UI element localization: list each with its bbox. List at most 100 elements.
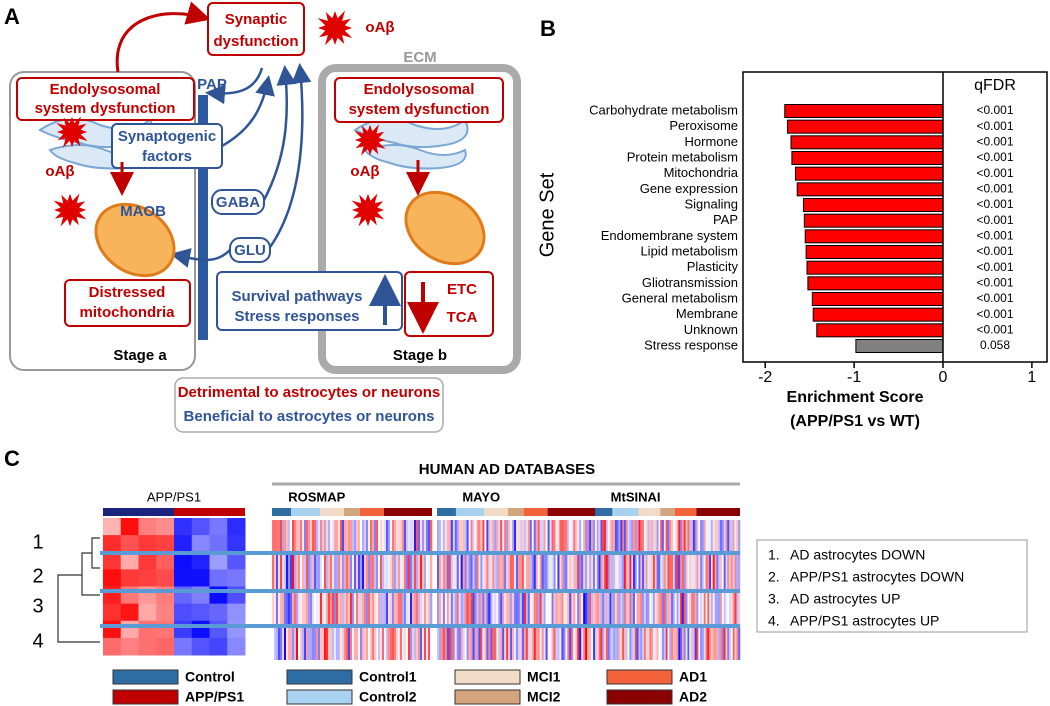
heatmap-stripe bbox=[306, 626, 309, 660]
heatmap-stripe bbox=[480, 520, 483, 553]
heatmap-stripe bbox=[551, 553, 554, 591]
heatmap-stripe bbox=[512, 520, 515, 553]
heatmap-stripe bbox=[454, 520, 458, 553]
heatmap-stripe bbox=[609, 553, 612, 591]
heatmap-stripe bbox=[480, 591, 483, 626]
heatmap-stripe bbox=[721, 520, 724, 553]
heatmap-stripe bbox=[280, 626, 283, 660]
heatmap-stripe bbox=[672, 591, 676, 626]
qfdr-label: 0.058 bbox=[980, 338, 1010, 352]
heatmap-stripe bbox=[312, 626, 315, 660]
group-strip bbox=[455, 508, 485, 516]
heatmap-stripe bbox=[553, 591, 556, 626]
heatmap-stripe bbox=[541, 553, 544, 591]
heatmap-stripe bbox=[418, 553, 421, 591]
heatmap-stripe bbox=[600, 591, 603, 626]
heatmap-cell bbox=[103, 518, 122, 536]
heatmap-stripe bbox=[418, 626, 421, 660]
heatmap-stripe bbox=[555, 626, 558, 660]
heatmap-stripe bbox=[672, 520, 676, 553]
heatmap-stripe bbox=[456, 553, 460, 591]
heatmap-stripe bbox=[312, 591, 315, 626]
heatmap-stripe bbox=[354, 520, 357, 553]
y-tick-label: General metabolism bbox=[622, 290, 738, 305]
heatmap-stripe bbox=[382, 553, 385, 591]
heatmap-stripe bbox=[563, 626, 566, 660]
y-tick-label: Gene expression bbox=[640, 181, 738, 196]
heatmap-stripe bbox=[647, 591, 650, 626]
heatmap-stripe bbox=[356, 520, 359, 553]
heatmap-stripe bbox=[662, 553, 665, 591]
heatmap-stripe bbox=[420, 520, 423, 553]
heatmap-stripe bbox=[687, 626, 690, 660]
heatmap-stripe bbox=[738, 553, 741, 591]
heatmap-stripe bbox=[634, 591, 637, 626]
heatmap-stripe bbox=[364, 626, 367, 660]
heatmap-stripe bbox=[410, 591, 413, 626]
heatmap-stripe bbox=[437, 520, 440, 553]
module-text: AD astrocytes UP bbox=[790, 591, 900, 607]
heatmap-stripe bbox=[523, 553, 527, 591]
heatmap-stripe bbox=[579, 591, 582, 626]
heatmap-cell bbox=[120, 620, 139, 639]
heatmap-stripe bbox=[629, 591, 632, 626]
heatmap-stripe bbox=[696, 626, 699, 660]
heatmap-stripe bbox=[328, 553, 331, 591]
heatmap-stripe bbox=[294, 626, 297, 660]
heatmap-stripe bbox=[422, 591, 425, 626]
heatmap-stripe bbox=[332, 520, 335, 553]
heatmap-stripe bbox=[694, 591, 697, 626]
heatmap-stripe bbox=[282, 553, 285, 591]
heatmap-stripe bbox=[456, 520, 460, 553]
row-label: 3 bbox=[32, 595, 43, 617]
heatmap-stripe bbox=[539, 626, 542, 660]
heatmap-stripe bbox=[730, 553, 734, 591]
heatmap-stripe bbox=[352, 553, 355, 591]
heatmap-stripe bbox=[314, 553, 317, 591]
heatmap-stripe bbox=[406, 553, 409, 591]
heatmap-stripe bbox=[611, 520, 614, 553]
heatmap-stripe bbox=[613, 520, 616, 553]
distressed-text: mitochondria bbox=[79, 304, 175, 321]
heatmap-stripe bbox=[593, 553, 596, 591]
heatmap-stripe bbox=[498, 553, 501, 591]
heatmap-stripe bbox=[567, 553, 570, 591]
heatmap-stripe bbox=[519, 520, 523, 553]
heatmap-stripe bbox=[581, 553, 584, 591]
heatmap-stripe bbox=[310, 520, 313, 553]
group-strip bbox=[508, 508, 524, 516]
oabeta-label: oAβ bbox=[365, 19, 394, 36]
heatmap-stripe bbox=[476, 520, 479, 553]
heatmap-stripe bbox=[370, 591, 373, 626]
heatmap-stripe bbox=[622, 520, 625, 553]
qfdr-label: <0.001 bbox=[976, 197, 1013, 211]
heatmap-stripe bbox=[629, 520, 632, 553]
heatmap-cell bbox=[191, 637, 210, 656]
heatmap-stripe bbox=[480, 553, 483, 591]
heatmap-stripe bbox=[416, 553, 419, 591]
heatmap-stripe bbox=[296, 553, 299, 591]
heatmap-stripe bbox=[609, 520, 612, 553]
heatmap-stripe bbox=[430, 520, 433, 553]
heatmap-stripe bbox=[394, 591, 397, 626]
heatmap-stripe bbox=[663, 520, 666, 553]
heatmap-stripe bbox=[602, 626, 605, 660]
panel-c: C HUMAN AD DATABASES APP/PS1 ROSMAP MAYO Mt… bbox=[4, 446, 1028, 705]
bar bbox=[803, 213, 944, 228]
heatmap-stripe bbox=[725, 626, 728, 660]
heatmap-stripe bbox=[422, 520, 425, 553]
heatmap-cell bbox=[103, 552, 122, 570]
heatmap-stripe bbox=[456, 626, 460, 660]
glu-box bbox=[229, 237, 271, 263]
heatmap-stripe bbox=[720, 553, 723, 591]
heatmap-stripe bbox=[738, 520, 741, 553]
heatmap-stripe bbox=[440, 520, 444, 553]
heatmap-stripe bbox=[346, 553, 349, 591]
heatmap-stripe bbox=[547, 553, 550, 591]
heatmap-stripe bbox=[288, 520, 291, 553]
heatmap-stripe bbox=[691, 626, 694, 660]
heatmap-stripe bbox=[388, 553, 391, 591]
endolysosomal-text: Endolysosomal bbox=[50, 81, 161, 98]
heatmap-stripe bbox=[561, 591, 564, 626]
heatmap-stripe bbox=[474, 626, 477, 660]
